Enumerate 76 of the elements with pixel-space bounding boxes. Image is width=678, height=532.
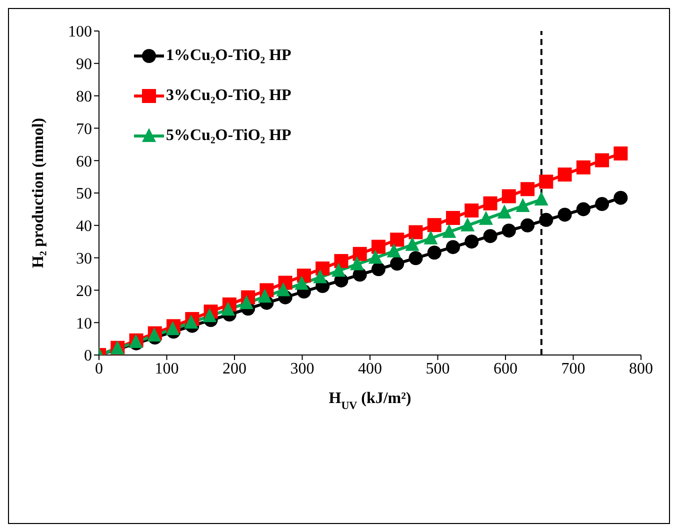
x-axis-title: H$_{UV}$ (kJ/m²) bbox=[328, 390, 412, 412]
point bbox=[483, 196, 498, 210]
y-tick-label: 30 bbox=[76, 250, 92, 268]
point bbox=[316, 261, 330, 276]
y-axis-title: H₂ production (mmol) bbox=[30, 118, 47, 268]
point bbox=[184, 314, 198, 329]
point bbox=[483, 229, 498, 244]
point bbox=[464, 203, 479, 218]
point bbox=[595, 197, 610, 212]
point bbox=[294, 276, 309, 290]
point bbox=[595, 153, 610, 168]
point bbox=[502, 189, 516, 204]
point bbox=[390, 256, 404, 271]
point bbox=[442, 224, 456, 238]
x-tick-label: 600 bbox=[494, 360, 518, 378]
y-tick-label: 10 bbox=[76, 315, 92, 332]
point bbox=[371, 262, 386, 276]
point bbox=[539, 174, 554, 189]
point bbox=[408, 225, 423, 240]
point bbox=[239, 295, 254, 310]
point bbox=[427, 246, 442, 260]
point bbox=[427, 218, 442, 232]
point bbox=[576, 160, 590, 174]
legend-label: 5%Cu₂O-TiO₂ HP bbox=[166, 127, 292, 145]
point bbox=[334, 254, 348, 268]
point bbox=[534, 191, 548, 206]
y-tick-label: 60 bbox=[76, 153, 92, 170]
point bbox=[350, 256, 364, 270]
point bbox=[371, 240, 386, 254]
point bbox=[558, 208, 572, 222]
point bbox=[332, 262, 346, 277]
legend-label: 1%Cu₂O-TiO₂ HP bbox=[166, 47, 292, 65]
point bbox=[614, 146, 628, 160]
point bbox=[502, 224, 516, 238]
y-tick-label: 80 bbox=[76, 88, 92, 106]
x-tick-label: 500 bbox=[426, 360, 450, 378]
point bbox=[446, 240, 460, 254]
y-tick-label: 70 bbox=[76, 120, 92, 138]
point bbox=[405, 236, 420, 251]
point bbox=[352, 246, 367, 261]
y-tick-label: 90 bbox=[76, 56, 92, 74]
point bbox=[464, 234, 479, 249]
y-tick-label: 40 bbox=[76, 218, 92, 236]
point bbox=[446, 210, 460, 225]
point bbox=[558, 168, 572, 182]
x-tick-label: 200 bbox=[222, 360, 246, 378]
point bbox=[576, 202, 590, 216]
point bbox=[313, 269, 328, 284]
point bbox=[478, 210, 493, 225]
point bbox=[386, 243, 401, 258]
x-tick-label: 800 bbox=[629, 360, 653, 378]
point bbox=[424, 230, 438, 244]
point bbox=[460, 217, 475, 232]
point bbox=[220, 302, 235, 316]
point bbox=[520, 182, 535, 196]
point bbox=[276, 282, 290, 296]
point bbox=[390, 232, 404, 247]
x-tick-label: 0 bbox=[95, 360, 103, 378]
point bbox=[614, 190, 628, 205]
point bbox=[258, 288, 272, 303]
y-tick-label: 20 bbox=[76, 282, 92, 300]
point bbox=[516, 198, 530, 212]
point bbox=[497, 204, 512, 218]
point bbox=[539, 212, 554, 227]
point bbox=[202, 308, 217, 322]
x-tick-label: 400 bbox=[358, 360, 382, 378]
y-tick-label: 100 bbox=[68, 24, 92, 41]
point bbox=[408, 251, 423, 266]
y-tick-label: 50 bbox=[76, 186, 92, 203]
point bbox=[520, 218, 535, 232]
legend-label: 3%Cu₂O-TiO₂ HP bbox=[166, 87, 292, 105]
x-tick-label: 100 bbox=[154, 360, 179, 378]
point bbox=[368, 250, 382, 264]
x-tick-label: 300 bbox=[290, 360, 314, 378]
x-tick-label: 700 bbox=[561, 360, 586, 378]
y-tick-label: 0 bbox=[84, 348, 92, 365]
